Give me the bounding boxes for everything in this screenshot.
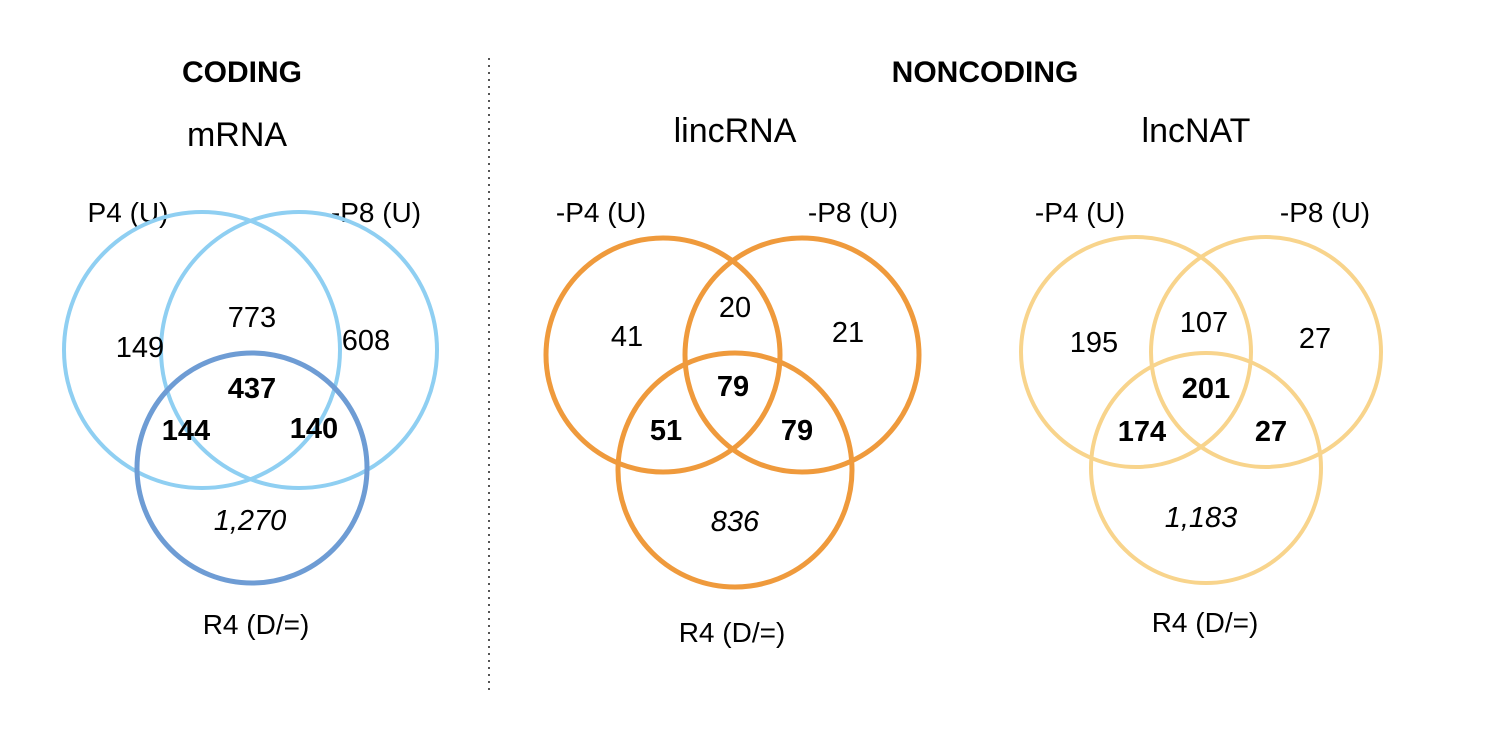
- region-ac: 51: [650, 415, 682, 447]
- region-c-only: 1,183: [1165, 502, 1238, 534]
- venn-title: lincRNA: [674, 112, 797, 150]
- region-ac: 174: [1118, 416, 1166, 448]
- venn-title: mRNA: [187, 116, 287, 154]
- set-label-c: R4 (D/=): [679, 617, 786, 648]
- region-a-only: 195: [1070, 327, 1118, 359]
- region-bc: 140: [290, 413, 338, 445]
- region-ab: 107: [1180, 307, 1228, 339]
- venn-lincrna: lincRNA -P4 (U) -P8 (U) R4 (D/=) 41 21 2…: [543, 112, 922, 648]
- region-ab: 773: [228, 302, 276, 334]
- venn-circle-c: [1089, 351, 1323, 585]
- set-label-c: R4 (D/=): [1152, 607, 1259, 638]
- region-ab: 20: [719, 292, 751, 324]
- venn-circle-a: [543, 235, 783, 475]
- venn-circle-b: [1149, 235, 1383, 469]
- region-ac: 144: [162, 415, 210, 447]
- region-c-only: 836: [711, 506, 760, 538]
- region-b-only: 21: [832, 317, 864, 349]
- region-b-only: 608: [342, 325, 390, 357]
- venn-mrna: mRNA P4 (U) -P8 (U) R4 (D/=) 149 608 773…: [62, 116, 439, 640]
- set-label-b: -P8 (U): [331, 197, 421, 228]
- set-label-a: -P4 (U): [556, 197, 646, 228]
- region-a-only: 149: [116, 332, 164, 364]
- venn-circle-a: [1019, 235, 1253, 469]
- region-abc: 437: [228, 373, 276, 405]
- region-c-only: 1,270: [214, 505, 287, 537]
- set-label-a: P4 (U): [88, 197, 169, 228]
- region-abc: 201: [1182, 373, 1230, 405]
- set-label-b: -P8 (U): [1280, 197, 1370, 228]
- venn-circle-b: [682, 235, 922, 475]
- venn-circle-c: [134, 350, 370, 586]
- set-label-a: -P4 (U): [1035, 197, 1125, 228]
- venn-circle-b: [159, 210, 439, 490]
- region-bc: 27: [1255, 416, 1287, 448]
- section-title-coding: CODING: [182, 56, 302, 89]
- region-b-only: 27: [1299, 323, 1331, 355]
- venn-title: lncNAT: [1142, 112, 1251, 150]
- set-label-b: -P8 (U): [808, 197, 898, 228]
- region-bc: 79: [781, 415, 813, 447]
- section-title-noncoding: NONCODING: [892, 56, 1079, 89]
- set-label-c: R4 (D/=): [203, 609, 310, 640]
- venn-circle-c: [615, 350, 855, 590]
- region-a-only: 41: [611, 321, 643, 353]
- venn-circle-a: [62, 210, 342, 490]
- venn-lncnat: lncNAT -P4 (U) -P8 (U) R4 (D/=) 195 27 1…: [1019, 112, 1383, 638]
- region-abc: 79: [717, 371, 749, 403]
